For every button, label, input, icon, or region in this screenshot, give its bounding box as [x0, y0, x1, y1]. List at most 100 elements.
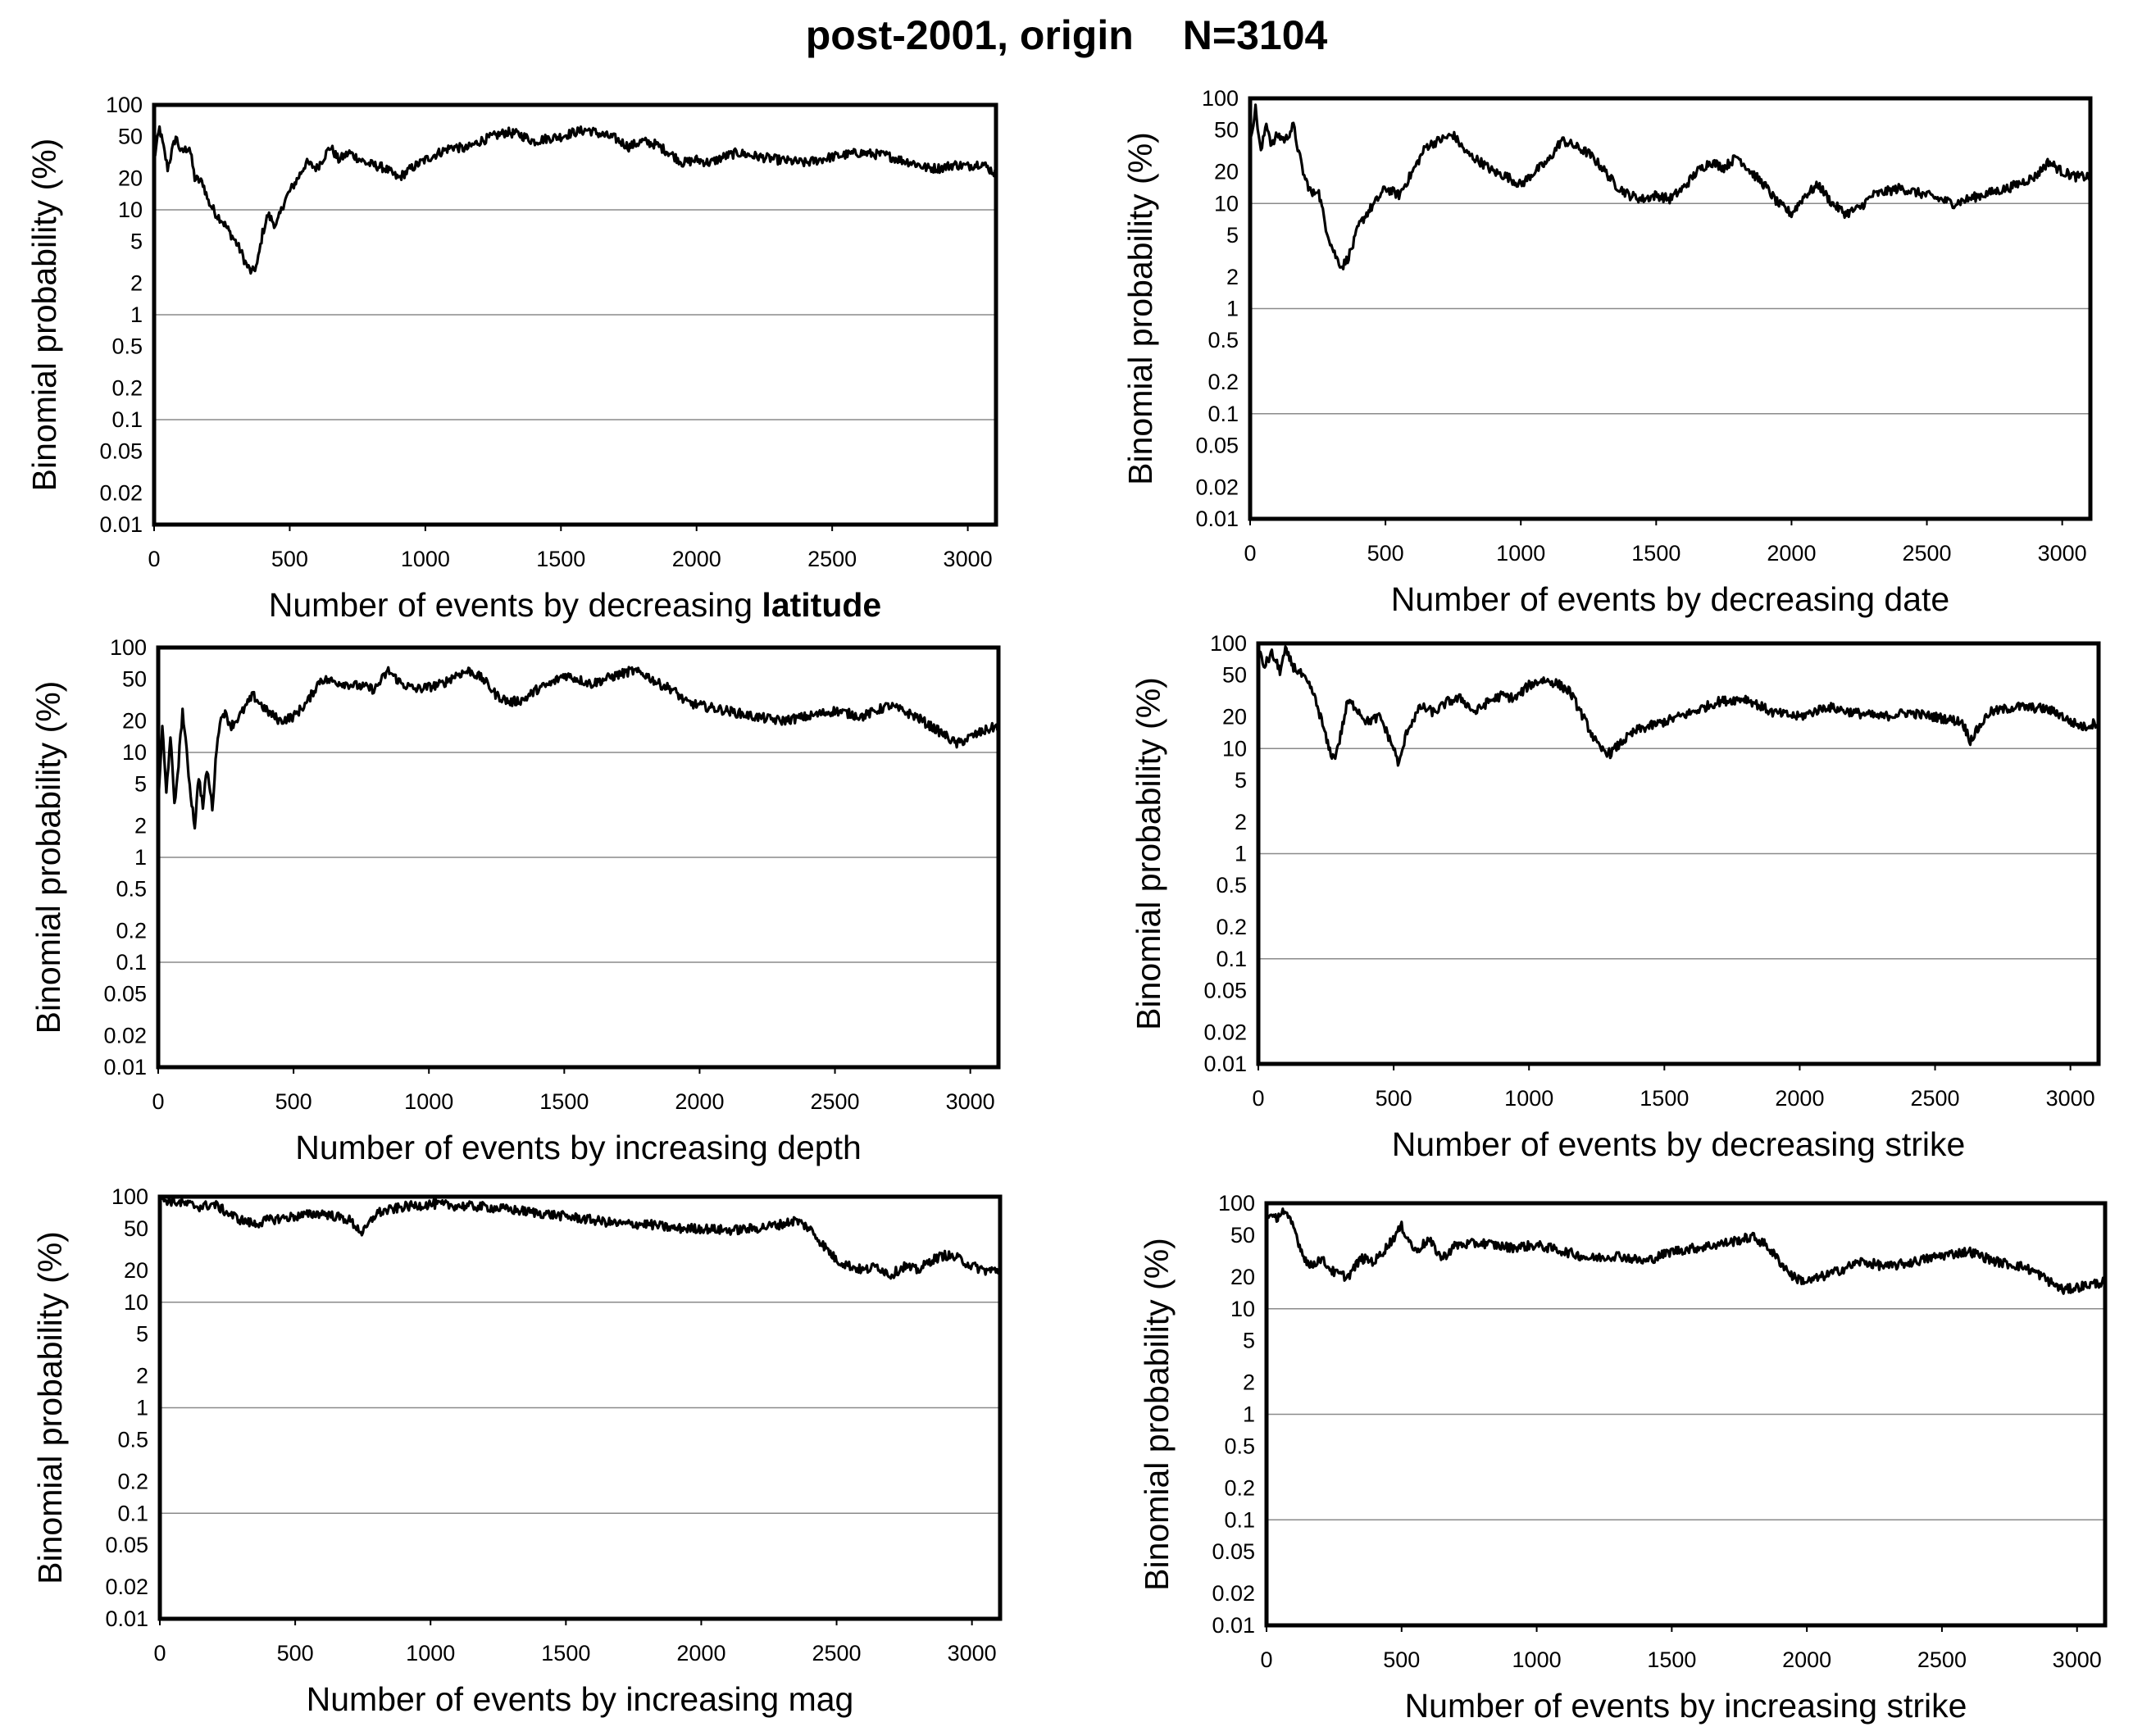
y-tick-label: 1	[136, 1396, 148, 1420]
series-line	[157, 666, 1000, 830]
y-tick-label: 20	[1222, 705, 1247, 729]
x-tick-label: 500	[1376, 1086, 1412, 1111]
y-tick-label: 0.5	[111, 334, 143, 359]
plot-frame	[1264, 1201, 2108, 1628]
y-tick-label: 0.1	[117, 1501, 148, 1525]
y-tick-label: 0.2	[1224, 1475, 1255, 1500]
y-tick-label: 0.2	[116, 918, 147, 943]
y-tick-label: 10	[1222, 736, 1247, 761]
y-tick-label: 0.5	[1216, 873, 1247, 898]
y-tick-label: 20	[1230, 1265, 1255, 1289]
x-tick-label: 500	[1383, 1647, 1420, 1672]
y-tick-label: 100	[111, 1184, 148, 1209]
y-tick-label: 0.05	[103, 982, 147, 1007]
x-tick-label: 1000	[1504, 1086, 1553, 1111]
x-tick-label: 1500	[1640, 1086, 1689, 1111]
y-tick-label: 0.02	[1195, 475, 1239, 499]
y-tick-label: 0.2	[111, 375, 143, 400]
y-tick-label: 0.02	[1203, 1020, 1247, 1044]
y-tick-label: 1	[1235, 842, 1247, 866]
y-tick-label: 0.1	[116, 950, 147, 975]
y-tick-label: 5	[136, 1322, 148, 1347]
y-tick-label: 10	[1214, 191, 1239, 216]
y-tick-label: 100	[110, 635, 147, 660]
x-tick-label: 2500	[811, 1089, 860, 1114]
x-axis-label: Number of events by increasing mag	[307, 1680, 854, 1718]
y-tick-label: 5	[134, 772, 147, 797]
x-tick-label: 500	[275, 1089, 312, 1114]
x-axis-label-bold: latitude	[753, 586, 881, 624]
y-tick-label: 20	[118, 166, 143, 190]
x-tick-label: 3000	[946, 1089, 995, 1114]
x-axis-label: Number of events by decreasing date	[1391, 580, 1949, 618]
y-tick-label: 0.5	[117, 1427, 148, 1452]
y-tick-label: 0.02	[105, 1575, 148, 1599]
y-tick-label: 0.2	[1216, 915, 1247, 939]
y-tick-label: 0.1	[111, 407, 143, 432]
x-tick-label: 2000	[1767, 541, 1816, 566]
x-tick-label: 500	[1367, 541, 1404, 566]
x-axis-label: Number of events by increasing strike	[1405, 1687, 1967, 1725]
y-tick-label: 0.01	[1195, 507, 1239, 531]
y-tick-label: 50	[1214, 118, 1239, 143]
y-tick-label: 0.5	[1207, 328, 1239, 352]
chart-panel-5: 100 50 20 10 5 2 1 0.5 0.2 0.1 0.05 0.02 0.010 500 100…	[31, 1184, 1003, 1718]
x-tick-label: 0	[1252, 1086, 1264, 1111]
x-tick-label: 0	[1260, 1647, 1272, 1672]
y-tick-label: 0.05	[99, 439, 143, 464]
x-tick-label: 1500	[1647, 1647, 1696, 1672]
y-tick-label: 100	[1202, 86, 1239, 111]
y-axis-label: Binomial probability (%)	[31, 1231, 69, 1584]
chart-panel-2: 100 50 20 10 5 2 1 0.5 0.2 0.1 0.05 0.02 0.010 500 100…	[1121, 86, 2093, 618]
y-tick-label: 2	[134, 813, 147, 838]
y-tick-label: 0.02	[1212, 1581, 1255, 1606]
x-axis-label: Number of events by increasing depth	[295, 1129, 862, 1166]
figure-title-text: post-2001, origin	[805, 12, 1134, 58]
figure-n-label: N=3104	[1182, 12, 1328, 58]
x-tick-label: 1000	[401, 547, 450, 571]
y-tick-label: 100	[1218, 1191, 1255, 1216]
y-tick-label: 0.05	[105, 1533, 148, 1557]
chart-panel-6: 100 50 20 10 5 2 1 0.5 0.2 0.1 0.05 0.02 0.010 500 100…	[1138, 1191, 2108, 1725]
x-tick-label: 2000	[672, 547, 721, 571]
chart-panel-3: 100 50 20 10 5 2 1 0.5 0.2 0.1 0.05 0.02 0.010 500 100…	[30, 635, 1001, 1166]
y-tick-label: 5	[130, 229, 143, 254]
chart-panel-4: 100 50 20 10 5 2 1 0.5 0.2 0.1 0.05 0.02 0.010 500 100…	[1130, 631, 2101, 1163]
x-tick-label: 2000	[675, 1089, 724, 1114]
x-tick-label: 3000	[2046, 1086, 2095, 1111]
y-tick-label: 50	[122, 667, 147, 692]
y-tick-label: 0.02	[103, 1023, 147, 1048]
y-tick-label: 0.02	[99, 480, 143, 505]
y-axis-label: Binomial probability (%)	[30, 681, 67, 1034]
y-tick-label: 20	[1214, 160, 1239, 184]
y-tick-label: 10	[1230, 1297, 1255, 1321]
y-axis-label: Binomial probability (%)	[1121, 132, 1159, 485]
y-tick-label: 5	[1226, 223, 1239, 248]
y-tick-label: 0.01	[99, 512, 143, 537]
y-tick-label: 1	[1243, 1402, 1255, 1427]
x-tick-label: 2500	[812, 1641, 862, 1666]
chart-panel-1: 100 50 20 10 5 2 1 0.5 0.2 0.1 0.05 0.02 0.010 500 100…	[25, 93, 998, 624]
x-tick-label: 3000	[944, 547, 993, 571]
y-tick-label: 2	[130, 270, 143, 295]
y-tick-label: 20	[124, 1258, 148, 1283]
x-axis-label: Number of events by decreasing strike	[1392, 1125, 1966, 1163]
x-tick-label: 0	[148, 547, 160, 571]
x-tick-label: 1500	[1631, 541, 1680, 566]
series-line	[1265, 1207, 2107, 1295]
y-tick-label: 10	[124, 1290, 148, 1315]
x-tick-label: 3000	[2038, 541, 2087, 566]
x-tick-label: 2500	[1903, 541, 1952, 566]
y-tick-label: 50	[1222, 663, 1247, 688]
x-tick-label: 3000	[2053, 1647, 2102, 1672]
y-tick-label: 10	[122, 740, 147, 765]
y-tick-label: 1	[130, 302, 143, 327]
y-tick-label: 0.05	[1195, 433, 1239, 457]
x-tick-label: 1000	[1496, 541, 1545, 566]
x-axis-label: Number of events by decreasing latitude	[269, 586, 881, 624]
figure-title: post-2001, origin N=3104	[0, 11, 2133, 59]
x-tick-label: 0	[1244, 541, 1256, 566]
y-axis-label: Binomial probability (%)	[1130, 677, 1167, 1030]
y-tick-label: 50	[118, 125, 143, 149]
